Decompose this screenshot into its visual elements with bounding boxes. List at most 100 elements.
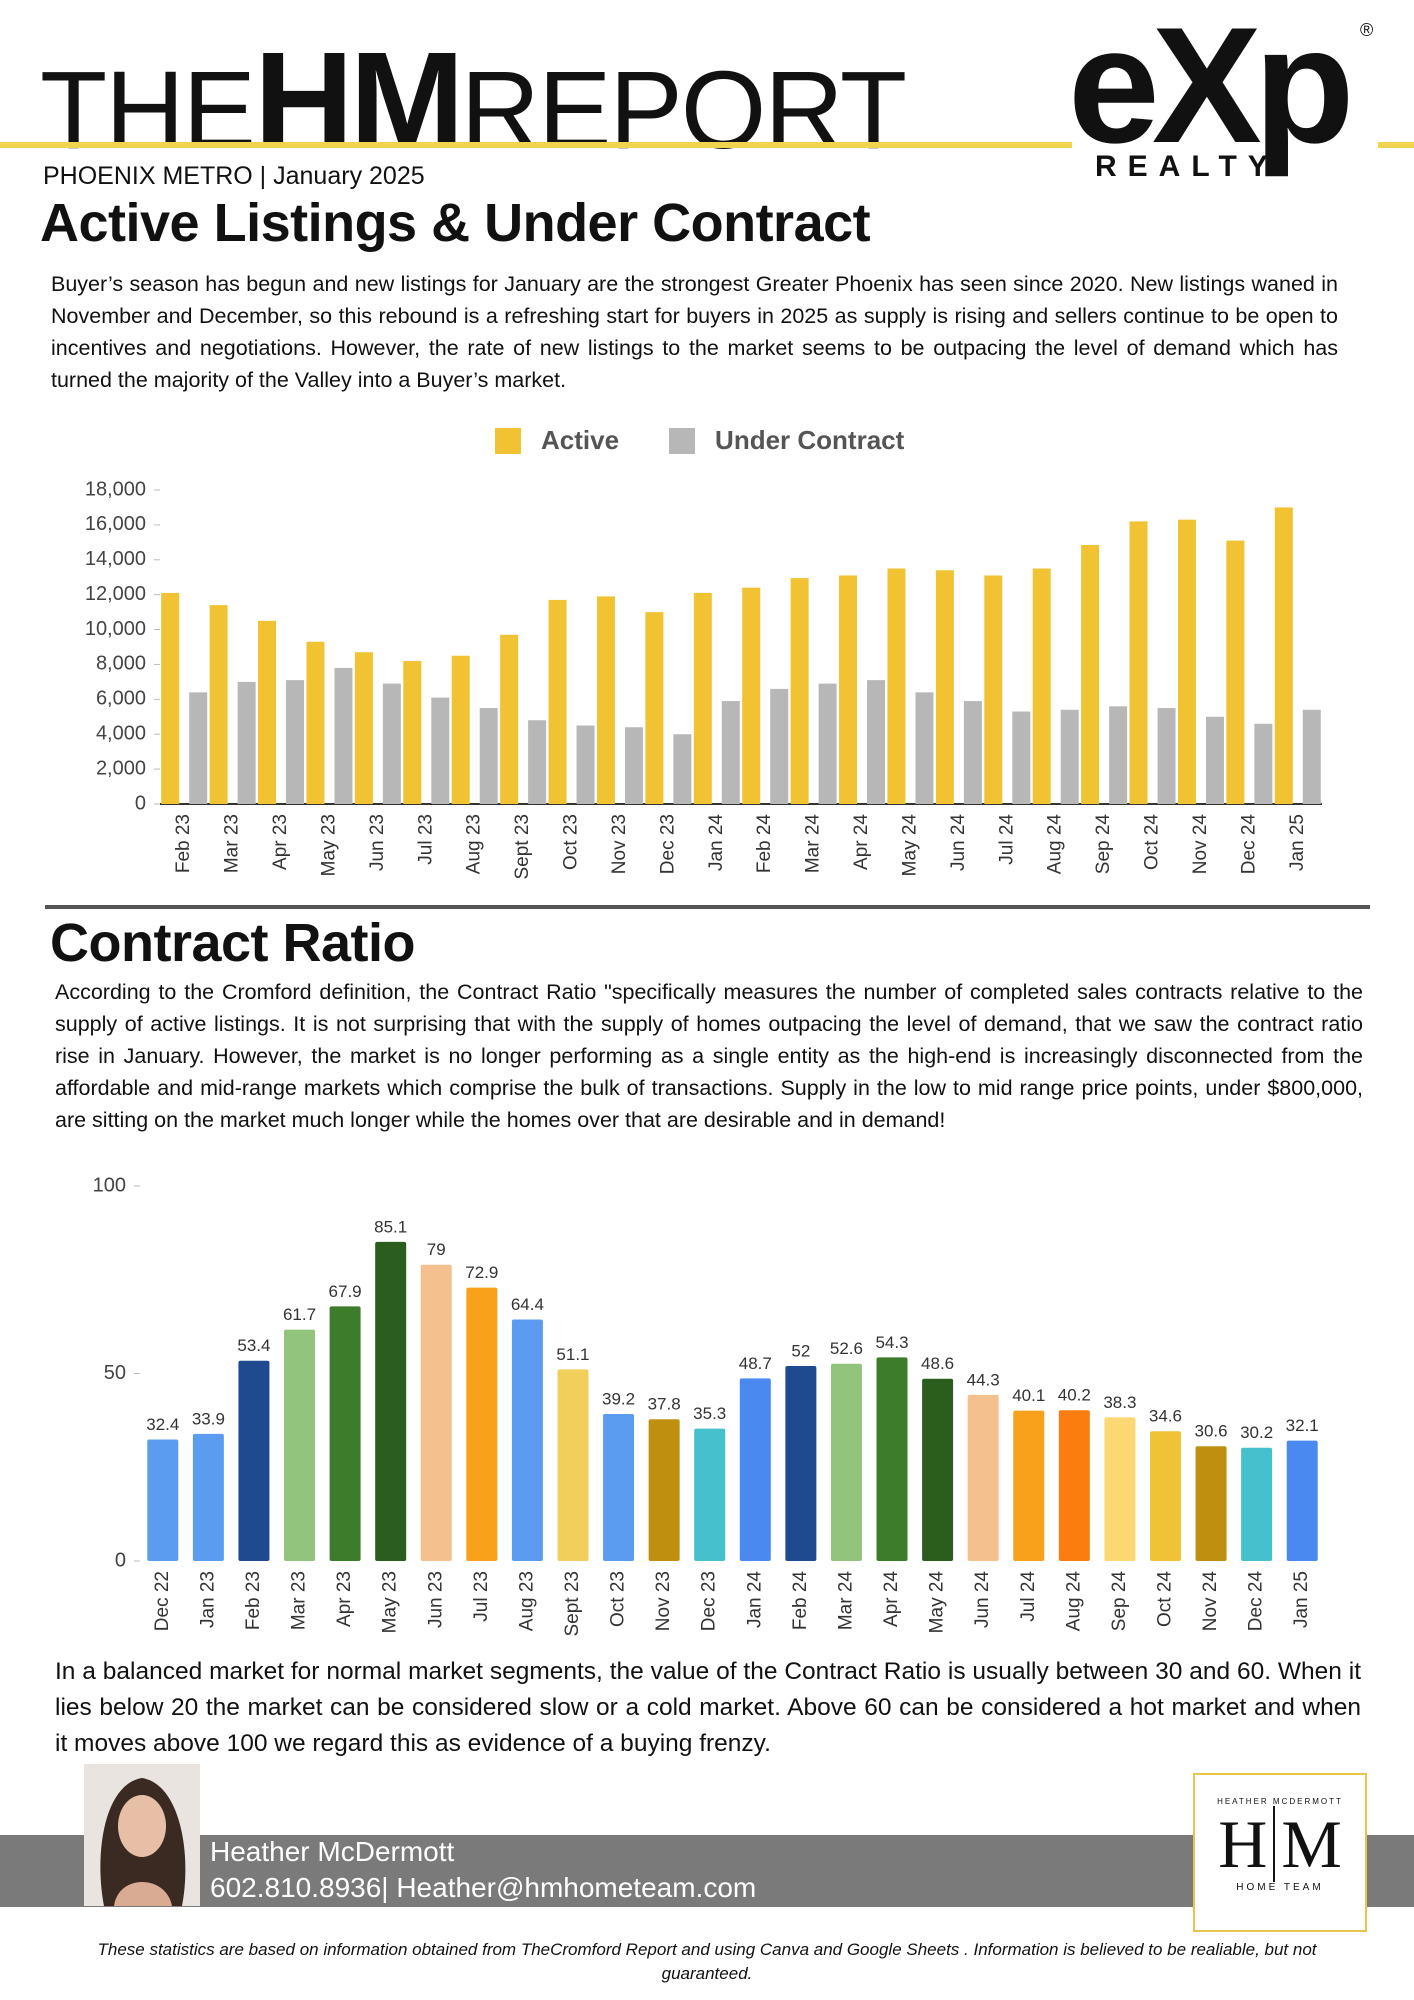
y-tick-label: 16,000 bbox=[85, 513, 146, 535]
bar bbox=[511, 1319, 543, 1561]
y-tick-label: 4,000 bbox=[96, 723, 146, 745]
bar bbox=[596, 596, 615, 804]
active-chart: 0 2,000 4,000 6,000 8,000 10,000 12,000 14,000 1… bbox=[85, 425, 1322, 880]
bar bbox=[557, 1369, 589, 1561]
subtitle: PHOENIX METRO | January 2025 bbox=[43, 162, 425, 190]
x-tick-label: May 24 bbox=[927, 1571, 948, 1634]
value-label: 51.1 bbox=[556, 1345, 589, 1364]
x-tick-label: Feb 24 bbox=[754, 814, 775, 874]
footer-band bbox=[0, 1835, 1414, 1907]
bar bbox=[1274, 507, 1293, 804]
x-tick-label: Oct 23 bbox=[608, 1571, 629, 1627]
bar bbox=[209, 605, 228, 804]
logo-m: M bbox=[1281, 1806, 1342, 1882]
bar bbox=[1226, 540, 1245, 804]
value-label: 72.9 bbox=[465, 1263, 498, 1282]
x-tick-label: Mar 24 bbox=[803, 814, 824, 874]
section-heading: Active Listings & Under Contract bbox=[40, 193, 871, 253]
x-tick-label: Jul 24 bbox=[996, 814, 1017, 865]
bar bbox=[258, 620, 277, 804]
agent-photo bbox=[84, 1764, 200, 1906]
title-hm: HM bbox=[254, 24, 465, 178]
bar bbox=[1254, 723, 1273, 804]
y-tick-label: 50 bbox=[104, 1362, 126, 1384]
value-label: 32.1 bbox=[1286, 1416, 1319, 1435]
section-body: Buyer’s season has begun and new listing… bbox=[51, 272, 1338, 392]
value-label: 54.3 bbox=[875, 1333, 908, 1352]
value-label: 33.9 bbox=[192, 1409, 225, 1428]
bar bbox=[1081, 544, 1100, 804]
x-tick-label: Nov 24 bbox=[1200, 1571, 1221, 1632]
logo-h: H bbox=[1218, 1806, 1268, 1882]
x-tick-label: Sept 23 bbox=[562, 1571, 583, 1637]
x-tick-label: Jan 25 bbox=[1291, 1571, 1312, 1628]
bar bbox=[785, 1366, 817, 1561]
y-tick-label: 0 bbox=[135, 792, 146, 814]
bar bbox=[984, 575, 1003, 804]
section-heading: Contract Ratio bbox=[50, 913, 416, 973]
x-tick-label: Dec 23 bbox=[657, 814, 678, 874]
bar bbox=[334, 667, 353, 804]
bar bbox=[431, 697, 450, 804]
x-tick-label: Feb 23 bbox=[243, 1571, 264, 1630]
value-label: 40.1 bbox=[1012, 1386, 1045, 1405]
agent-contact: 602.810.8936| Heather@hmhometeam.com bbox=[210, 1872, 757, 1903]
bar bbox=[548, 599, 567, 804]
x-tick-label: May 23 bbox=[318, 814, 339, 876]
bar bbox=[694, 1428, 726, 1561]
y-tick-label: 8,000 bbox=[96, 653, 146, 675]
y-tick-label: 6,000 bbox=[96, 688, 146, 710]
value-label: 48.6 bbox=[921, 1354, 954, 1373]
x-tick-label: Oct 24 bbox=[1154, 1571, 1175, 1627]
bar bbox=[161, 592, 180, 804]
x-tick-label: Apr 24 bbox=[881, 1571, 902, 1627]
value-label: 67.9 bbox=[329, 1282, 362, 1301]
value-label: 30.2 bbox=[1240, 1423, 1273, 1442]
legend-label: Active bbox=[541, 425, 619, 455]
value-label: 30.6 bbox=[1195, 1422, 1228, 1441]
bar bbox=[721, 701, 740, 804]
bar bbox=[466, 1287, 498, 1561]
bar bbox=[192, 1433, 224, 1561]
x-tick-label: Jun 23 bbox=[367, 814, 388, 871]
section-body: According to the Cromford definition, th… bbox=[55, 980, 1363, 1132]
bar bbox=[818, 683, 837, 804]
x-tick-label: Sep 24 bbox=[1109, 1571, 1130, 1632]
x-tick-label: Aug 24 bbox=[1063, 1571, 1084, 1632]
bar bbox=[1129, 521, 1148, 804]
bar bbox=[935, 570, 954, 804]
x-tick-label: Jun 24 bbox=[972, 1571, 993, 1628]
x-tick-label: Nov 23 bbox=[609, 814, 630, 874]
bar bbox=[624, 727, 643, 804]
report-title: THEHMREPORT bbox=[40, 22, 907, 181]
x-tick-label: Apr 24 bbox=[851, 814, 872, 870]
title-the: THE bbox=[40, 49, 256, 172]
bar bbox=[1060, 709, 1079, 804]
bar bbox=[375, 1241, 407, 1561]
bar bbox=[1149, 1431, 1181, 1561]
y-tick-label: 14,000 bbox=[85, 548, 146, 570]
bar bbox=[479, 708, 498, 804]
x-tick-label: Dec 22 bbox=[152, 1571, 173, 1631]
value-label: 35.3 bbox=[693, 1404, 726, 1423]
value-label: 39.2 bbox=[602, 1389, 635, 1408]
bar bbox=[1109, 706, 1128, 804]
exp-logo: eXp bbox=[1068, 0, 1355, 177]
divider bbox=[45, 905, 1370, 909]
value-label: 38.3 bbox=[1103, 1393, 1136, 1412]
x-tick-label: Nov 24 bbox=[1190, 814, 1211, 875]
y-tick-label: 100 bbox=[93, 1175, 126, 1196]
bar bbox=[1286, 1440, 1318, 1561]
x-tick-label: Jan 23 bbox=[197, 1571, 218, 1628]
value-label: 61.7 bbox=[283, 1305, 316, 1324]
bar bbox=[500, 634, 519, 804]
bar bbox=[354, 652, 373, 804]
value-label: 34.6 bbox=[1149, 1407, 1182, 1426]
legend-swatch bbox=[669, 428, 696, 454]
bar bbox=[693, 592, 712, 804]
bar bbox=[451, 655, 470, 804]
bar bbox=[576, 725, 595, 804]
registered-mark: ® bbox=[1360, 20, 1374, 40]
